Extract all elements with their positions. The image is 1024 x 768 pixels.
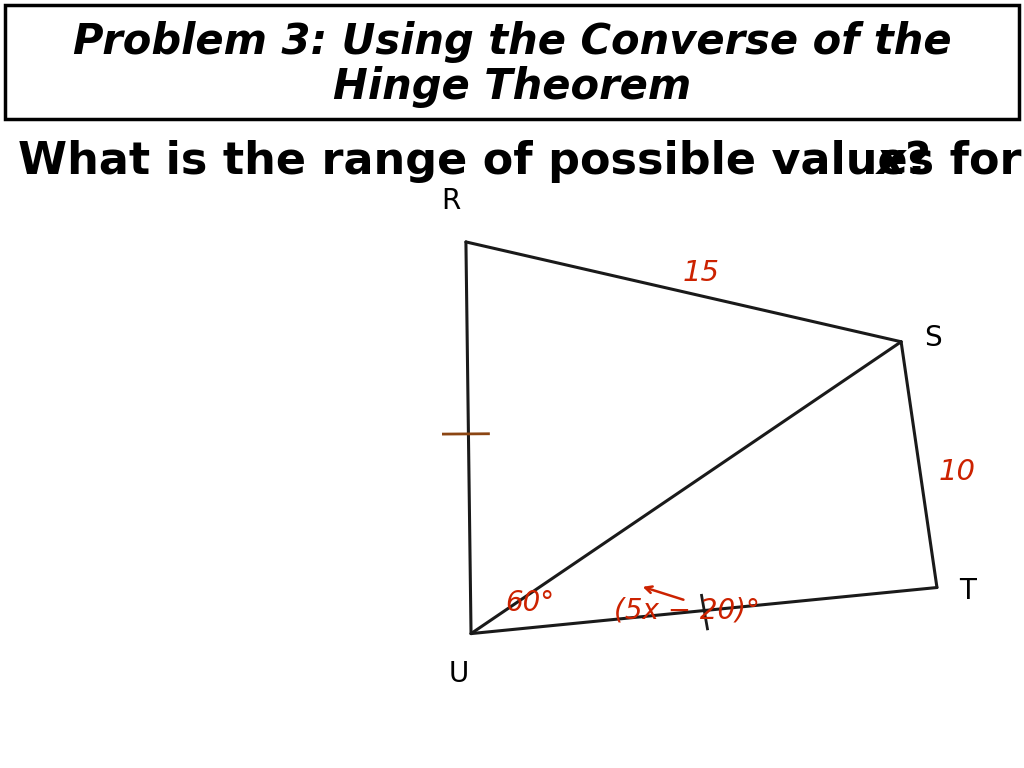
Text: 15: 15	[683, 259, 720, 286]
Text: What is the range of possible values for: What is the range of possible values for	[18, 140, 1024, 183]
Bar	[5, 5, 1019, 119]
Text: S: S	[924, 324, 941, 352]
Text: 10: 10	[939, 458, 976, 486]
Text: U: U	[449, 660, 469, 688]
Text: R: R	[441, 187, 460, 215]
Text: 60°: 60°	[505, 589, 554, 617]
Text: (5x − 20)°: (5x − 20)°	[614, 597, 760, 624]
Text: ?: ?	[905, 140, 931, 183]
Text: Problem 3: Using the Converse of the: Problem 3: Using the Converse of the	[73, 21, 951, 63]
Text: Hinge Theorem: Hinge Theorem	[333, 66, 691, 108]
Text: x: x	[877, 140, 905, 183]
Text: T: T	[959, 578, 976, 605]
